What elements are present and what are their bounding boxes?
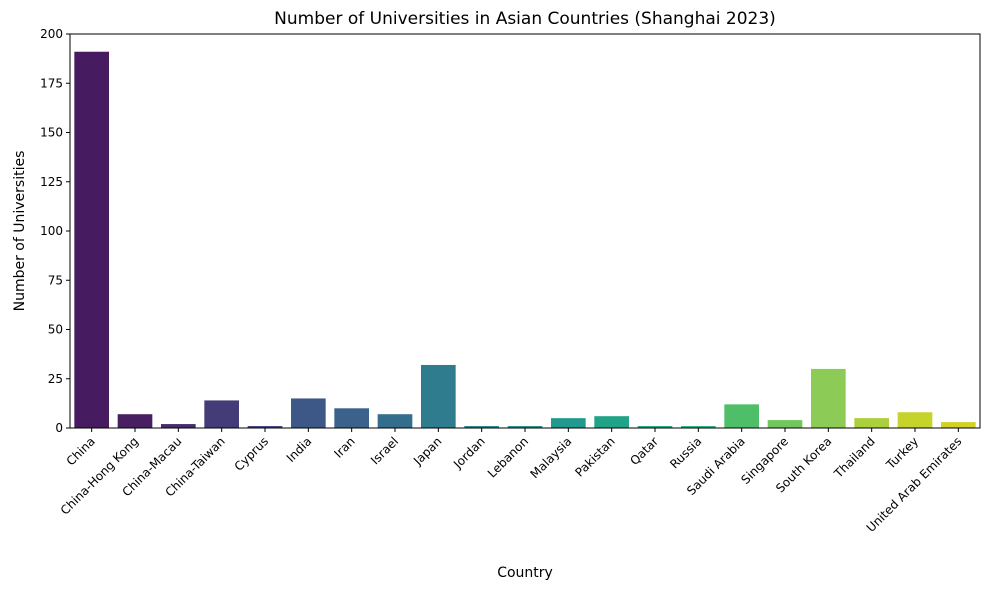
x-tick-label: Japan [410, 434, 444, 468]
bar-pakistan [594, 416, 629, 428]
y-tick-label: 125 [40, 175, 63, 189]
bar-china-taiwan [204, 400, 239, 428]
y-tick-label: 175 [40, 76, 63, 90]
x-tick-label: Malaysia [527, 434, 574, 481]
bar-united-arab-emirates [941, 422, 976, 428]
x-axis-label: Country [497, 565, 553, 581]
x-tick-label: Russia [667, 434, 704, 471]
bar-south-korea [811, 368, 846, 428]
x-tick-label: Turkey [883, 434, 921, 472]
bar-turkey [897, 412, 933, 428]
y-tick-label: 100 [40, 224, 63, 238]
bar-lebanon [507, 426, 543, 428]
x-tick-label: Qatar [627, 434, 661, 468]
bar-russia [681, 426, 716, 428]
x-tick-label: Jordan [450, 434, 488, 472]
y-tick-label: 150 [40, 126, 63, 140]
chart-title: Number of Universities in Asian Countrie… [274, 9, 776, 29]
x-tick-label: Thailand [831, 434, 878, 481]
x-tick-label: India [284, 434, 315, 465]
x-tick-label: Cyprus [232, 434, 272, 474]
x-tick-label: Lebanon [485, 434, 531, 480]
bar-saudi-arabia [724, 404, 759, 428]
bar-qatar [637, 426, 673, 428]
bar-china [74, 51, 109, 428]
bar-singapore [767, 420, 803, 428]
y-tick-label: 75 [48, 273, 63, 287]
plot-frame [69, 33, 981, 429]
x-tick-label: Iran [331, 434, 357, 460]
x-tick-label: China [64, 434, 98, 468]
bar-china-macau [161, 424, 196, 428]
bar-jordan [464, 426, 499, 428]
bar-cyprus [247, 426, 283, 428]
bar-india [291, 398, 326, 428]
y-tick-label: 25 [48, 372, 63, 386]
x-tick-label: Pakistan [572, 434, 617, 479]
y-tick-label: 50 [48, 323, 63, 337]
x-tick-label: Israel [368, 434, 401, 467]
x-tick-label: China-Hong Kong [58, 434, 141, 517]
bars-group [74, 51, 976, 428]
y-axis-label: Number of Universities [12, 151, 28, 312]
bar-israel [377, 414, 413, 428]
bar-china-hong-kong [117, 414, 153, 428]
bar-japan [421, 364, 456, 428]
bar-malaysia [551, 418, 586, 428]
bar-thailand [854, 418, 889, 428]
y-tick-label: 200 [40, 27, 63, 41]
bar-iran [334, 408, 369, 428]
y-tick-label: 0 [55, 421, 63, 435]
y-axis: 0 25 50 75 100 125 150 175 200 [40, 27, 70, 435]
